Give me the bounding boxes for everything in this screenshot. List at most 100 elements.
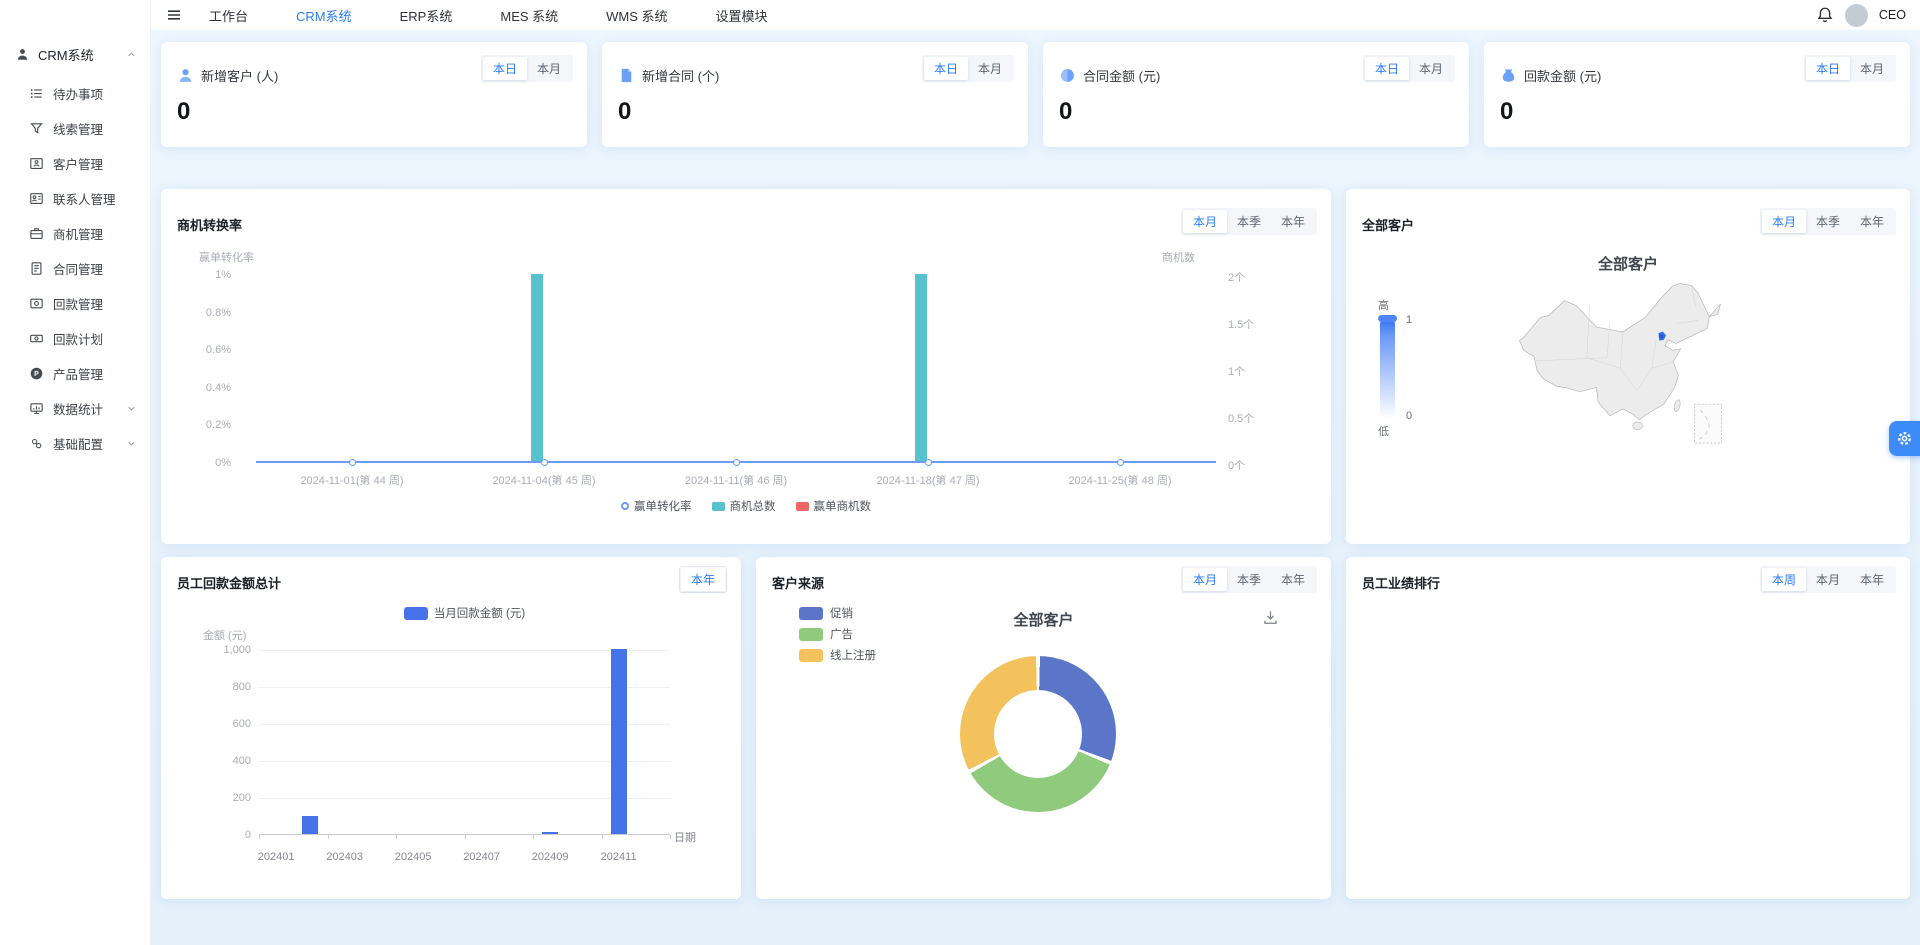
sidebar-item-label: 产品管理 bbox=[53, 368, 104, 382]
dashboard-content: 新增客户 (人) 本日 本月 0 新增合同 (个) 本日 本月 0 bbox=[151, 30, 1920, 945]
nav-right: CEO bbox=[1816, 3, 1906, 27]
sidebar-item-contracts[interactable]: 合同管理 bbox=[0, 251, 150, 286]
tab-settings[interactable]: 设置模块 bbox=[715, 8, 768, 24]
sidebar-item-contacts[interactable]: 联系人管理 bbox=[0, 181, 150, 216]
employee-ranking-card: 员工业绩排行 本周 本月 本年 bbox=[1346, 557, 1910, 899]
toggle-this-quarter[interactable]: 本季 bbox=[1227, 210, 1271, 233]
y-tick-label: 1.5个 bbox=[1228, 319, 1255, 331]
line-marker bbox=[540, 459, 548, 466]
sidebar-item-statistics[interactable]: 数据统计 bbox=[0, 391, 150, 426]
download-icon[interactable] bbox=[1262, 609, 1279, 626]
chart-legend[interactable]: 当月回款金额 (元) bbox=[259, 605, 670, 621]
tab-mes[interactable]: MES 系统 bbox=[500, 8, 559, 24]
sidebar-item-payment-plan[interactable]: 回款计划 bbox=[0, 321, 150, 356]
gridline bbox=[259, 687, 670, 688]
sidebar-item-leads[interactable]: 线索管理 bbox=[0, 111, 150, 146]
stat-card-new-customers: 新增客户 (人) 本日 本月 0 bbox=[161, 42, 587, 147]
toggle-this-month[interactable]: 本月 bbox=[1806, 568, 1850, 591]
period-toggle: 本周 本月 本年 bbox=[1759, 566, 1896, 593]
sidebar-item-products[interactable]: P 产品管理 bbox=[0, 356, 150, 391]
customer-source-donut bbox=[960, 656, 1116, 812]
tab-crm[interactable]: CRM系统 bbox=[296, 8, 352, 24]
gradient-handle[interactable] bbox=[1378, 315, 1397, 322]
toggle-today[interactable]: 本日 bbox=[1805, 57, 1850, 80]
x-axis-name: 日期 bbox=[674, 832, 696, 844]
stat-card-new-contracts: 新增合同 (个) 本日 本月 0 bbox=[602, 42, 1028, 147]
toggle-this-year[interactable]: 本年 bbox=[1850, 210, 1894, 233]
tab-erp[interactable]: ERP系统 bbox=[399, 8, 453, 24]
high-label: 高 bbox=[1378, 300, 1389, 312]
toggle-this-month[interactable]: 本月 bbox=[527, 57, 571, 80]
sidebar-item-label: 联系人管理 bbox=[53, 193, 116, 207]
stat-card-header: 合同金额 (元) bbox=[1059, 66, 1453, 85]
tab-wms[interactable]: WMS 系统 bbox=[606, 8, 668, 24]
gradient-bar[interactable]: 1 0 bbox=[1378, 314, 1412, 422]
sidebar-item-label: 合同管理 bbox=[53, 263, 104, 277]
hamburger-icon[interactable] bbox=[165, 6, 183, 24]
toggle-this-year[interactable]: 本年 bbox=[1271, 210, 1315, 233]
toggle-this-month[interactable]: 本月 bbox=[1850, 57, 1894, 80]
notification-bell-icon[interactable] bbox=[1816, 6, 1834, 24]
config-icon bbox=[31, 438, 42, 449]
sidebar-item-config[interactable]: 基础配置 bbox=[0, 426, 150, 461]
toggle-this-month[interactable]: 本月 bbox=[1409, 57, 1453, 80]
sidebar-item-todo[interactable]: 待办事项 bbox=[0, 76, 150, 111]
legend-item-online-registration[interactable]: 线上注册 bbox=[799, 647, 876, 663]
sidebar-item-customers[interactable]: 客户管理 bbox=[0, 146, 150, 181]
period-toggle: 本月 本季 本年 bbox=[1180, 208, 1317, 235]
toggle-this-year[interactable]: 本年 bbox=[680, 568, 725, 591]
payment-plan-icon bbox=[30, 334, 43, 343]
y-tick-label: 1% bbox=[215, 269, 231, 281]
toggle-today[interactable]: 本日 bbox=[1364, 57, 1409, 80]
legend-item-total-opportunities[interactable]: 商机总数 bbox=[711, 498, 776, 514]
toggle-this-quarter[interactable]: 本季 bbox=[1806, 210, 1850, 233]
visual-map-legend: 高 1 0 低 bbox=[1378, 297, 1412, 439]
toggle-this-month[interactable]: 本月 bbox=[1182, 568, 1227, 591]
y-tick-label: 1,000 bbox=[223, 644, 251, 656]
x-axis-labels: 202401 202403 202405 202407 202409 202411 bbox=[258, 557, 670, 899]
line-marker bbox=[1116, 459, 1124, 466]
toggle-this-week[interactable]: 本周 bbox=[1761, 568, 1806, 591]
sidebar-section-crm[interactable]: CRM系统 bbox=[0, 38, 150, 76]
y-tick-label: 400 bbox=[232, 755, 251, 767]
toggle-this-month[interactable]: 本月 bbox=[1761, 210, 1806, 233]
tab-workbench[interactable]: 工作台 bbox=[209, 8, 249, 24]
x-axis-tick bbox=[327, 835, 329, 839]
taiwan-island bbox=[1673, 399, 1681, 412]
min-value: 0 bbox=[1406, 410, 1413, 422]
payment-icon bbox=[30, 298, 43, 309]
opportunity-icon bbox=[30, 228, 43, 239]
toggle-today[interactable]: 本日 bbox=[923, 57, 968, 80]
toggle-this-quarter[interactable]: 本季 bbox=[1227, 568, 1271, 591]
floating-settings-button[interactable] bbox=[1889, 421, 1920, 456]
toggle-this-year[interactable]: 本年 bbox=[1271, 568, 1315, 591]
stat-card-title: 合同金额 (元) bbox=[1083, 69, 1161, 84]
y-tick-label: 0个 bbox=[1228, 460, 1246, 472]
low-label: 低 bbox=[1378, 426, 1389, 438]
toggle-this-month[interactable]: 本月 bbox=[1182, 210, 1227, 233]
legend-item-conversion-rate[interactable]: 赢单转化率 bbox=[621, 498, 692, 514]
payment-bar bbox=[610, 649, 627, 834]
legend-item-won-opportunities[interactable]: 赢单商机数 bbox=[795, 498, 871, 514]
customer-icon bbox=[30, 158, 43, 169]
legend-item-promotion[interactable]: 促销 bbox=[799, 605, 876, 621]
toggle-today[interactable]: 本日 bbox=[482, 57, 527, 80]
toggle-this-year[interactable]: 本年 bbox=[1850, 568, 1894, 591]
legend-item-advertising[interactable]: 广告 bbox=[799, 626, 876, 642]
chevron-down-icon bbox=[128, 441, 135, 446]
toggle-this-month[interactable]: 本月 bbox=[968, 57, 1012, 80]
sidebar-item-opportunities[interactable]: 商机管理 bbox=[0, 216, 150, 251]
gridline bbox=[259, 724, 670, 725]
china-map[interactable] bbox=[1476, 277, 1764, 449]
bottom-row: 员工回款金额总计 本年 当月回款金额 (元) 金额 (元) 日期 202401 2… bbox=[161, 557, 1910, 899]
pie-symbol bbox=[799, 606, 823, 620]
max-value: 1 bbox=[1406, 314, 1413, 326]
sidebar-item-payments[interactable]: 回款管理 bbox=[0, 286, 150, 321]
period-toggle: 本月 本季 本年 bbox=[1180, 566, 1317, 593]
pie-chart-title: 全部客户 bbox=[1013, 612, 1074, 629]
user-avatar[interactable] bbox=[1844, 3, 1868, 27]
sidebar: CRM系统 待办事项 线索管理 客户管理 联系人管理 商机管理 合同管理 bbox=[0, 0, 151, 945]
y-tick-label: 200 bbox=[232, 792, 251, 804]
sidebar-section-label: CRM系统 bbox=[38, 48, 94, 63]
x-tick-label: 2024-11-01(第 44 周) bbox=[300, 475, 404, 487]
